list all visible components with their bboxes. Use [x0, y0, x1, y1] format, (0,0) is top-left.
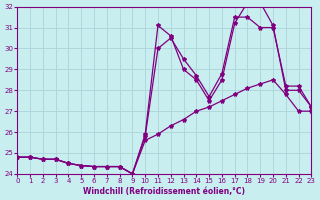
X-axis label: Windchill (Refroidissement éolien,°C): Windchill (Refroidissement éolien,°C) — [84, 187, 245, 196]
